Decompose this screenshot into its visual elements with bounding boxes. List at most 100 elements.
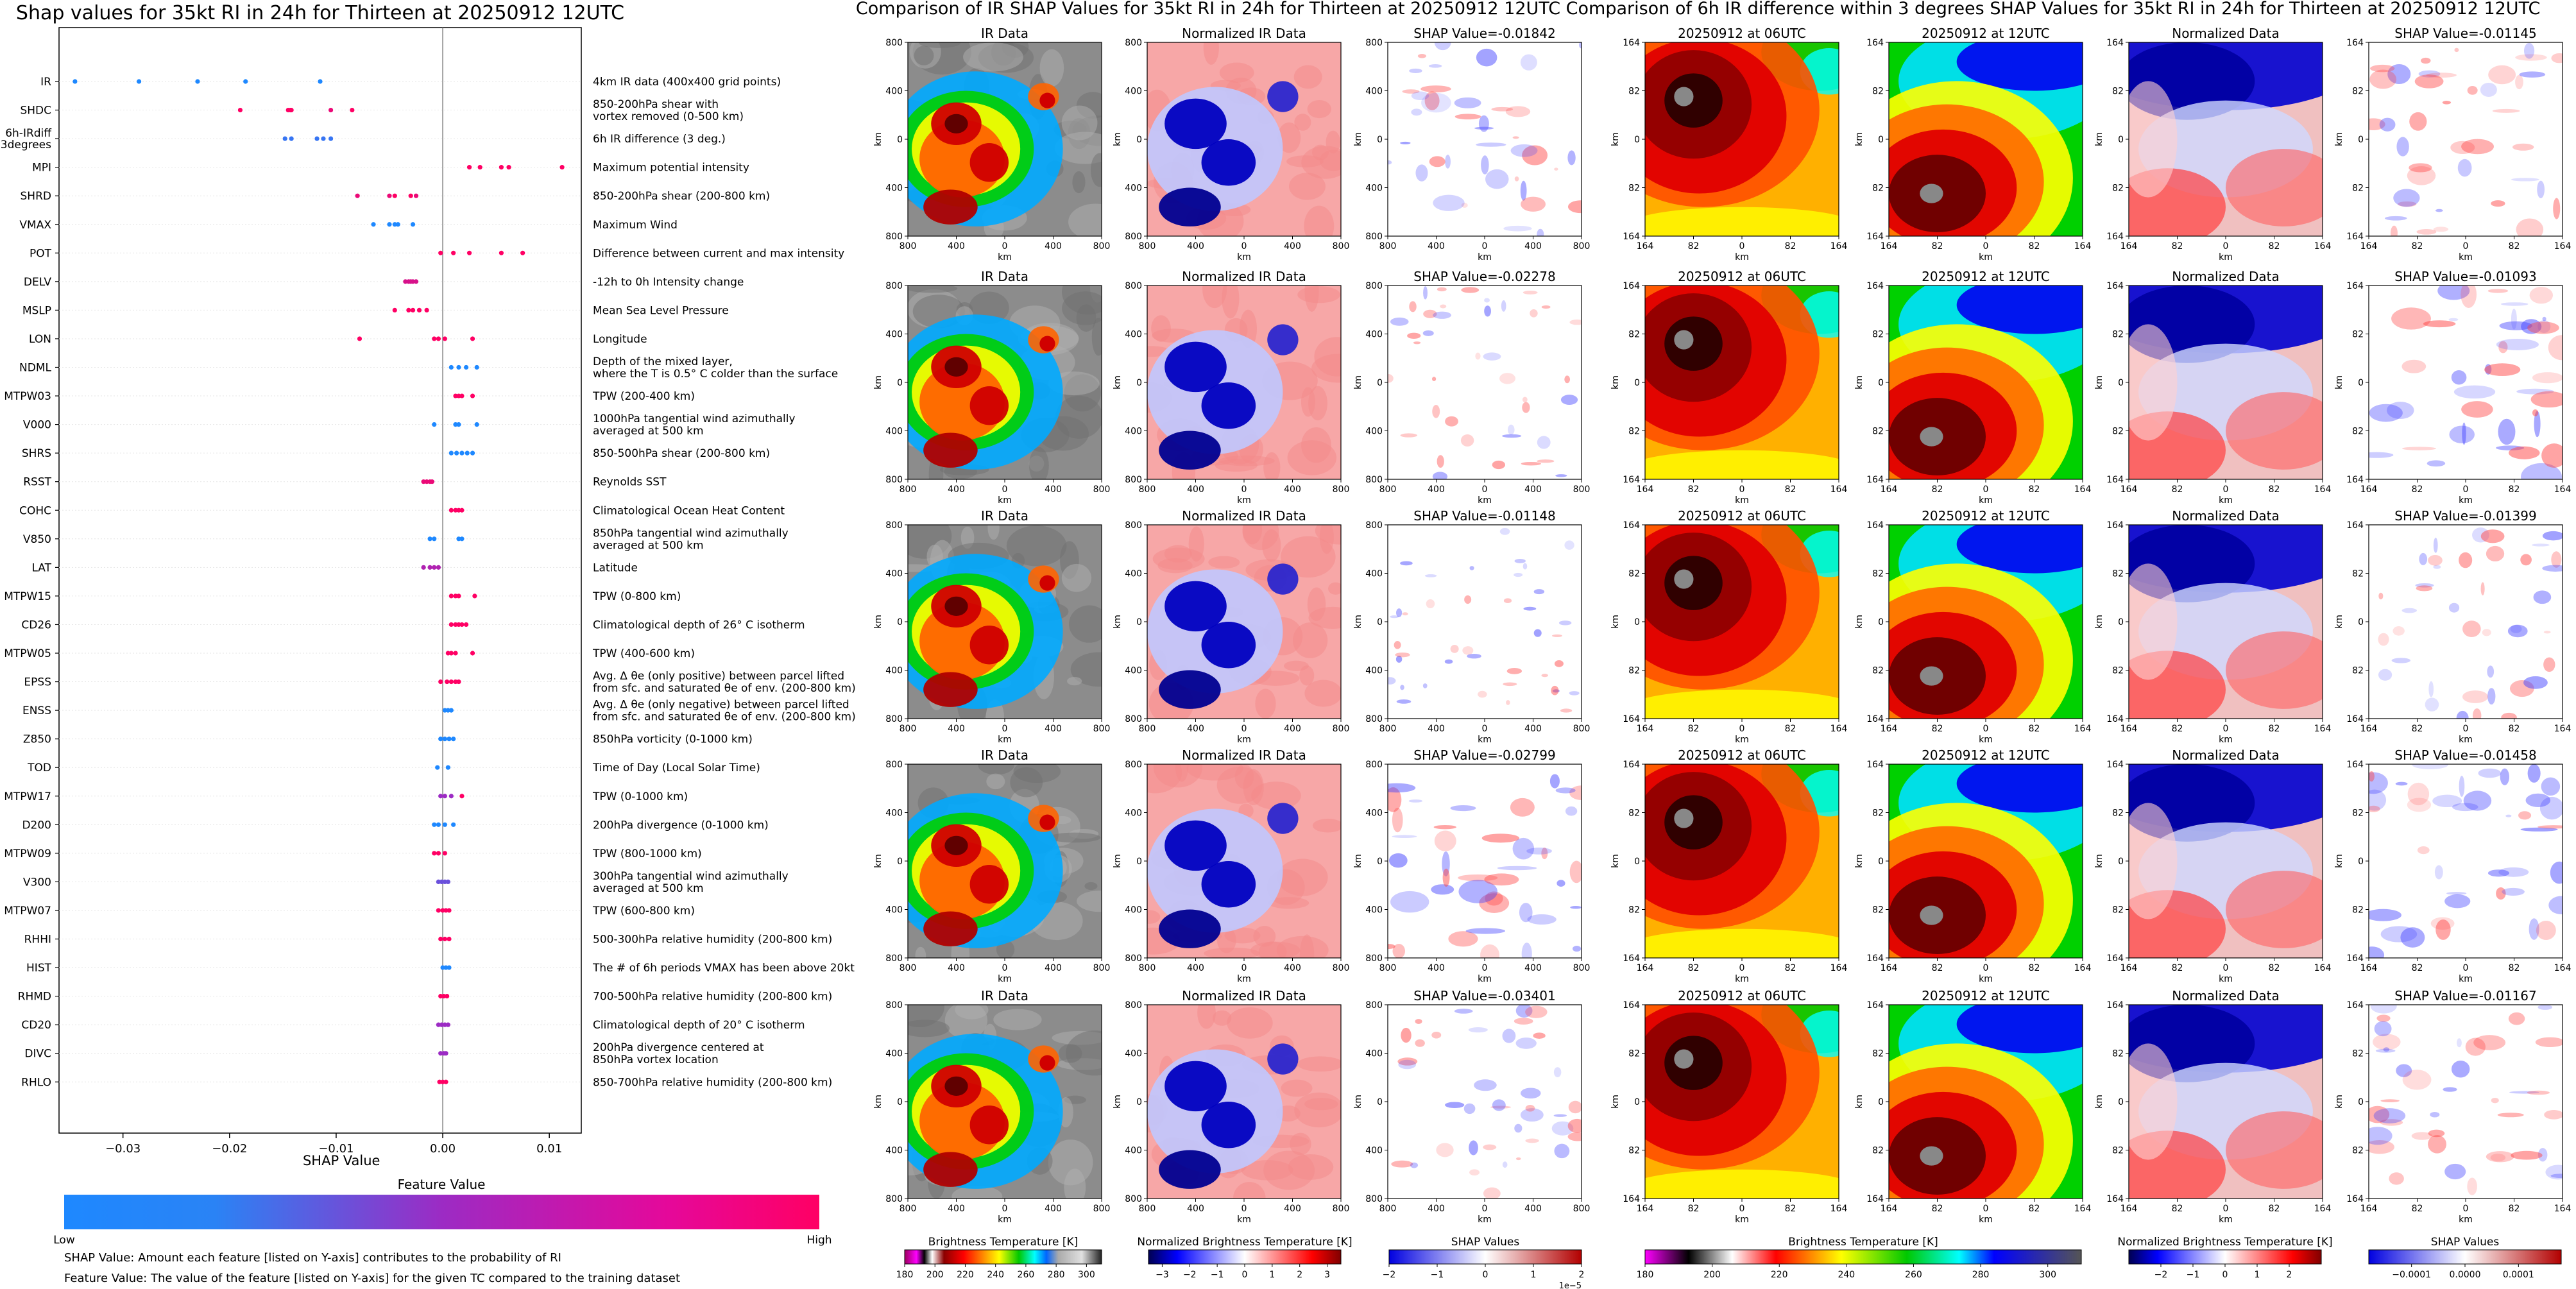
panel-ytick-label: 164 [1866,760,1884,770]
shap-point [438,679,443,685]
shap-negative-patch [2502,887,2525,896]
shap-positive-patch [2407,782,2430,806]
shap-point [466,165,472,170]
shap-negative-patch [1411,91,1429,100]
colorbar-tick-label: −1 [2187,1270,2200,1280]
shap-negative-patch [2380,926,2418,943]
panel-ytick-label: 0 [2358,378,2364,388]
panel-xtick-label: 82 [2029,241,2040,252]
shap-positive-patch [2530,391,2563,408]
shap-point [371,222,376,227]
shap-feature-code-line: MTPW17 [4,790,51,803]
shap-point [470,450,475,456]
shap-point [440,908,445,913]
normalized-texture [1293,65,1322,89]
shap-point [436,879,441,884]
panel-xlabel: km [1478,735,1492,745]
panel-xtick-label: 82 [2269,724,2280,734]
normalized-ir-image [1147,525,1341,719]
shap-feature-code-line: TOD [27,762,51,774]
panel-xtick-label: 0 [2463,1204,2469,1214]
panel-ylabel: km [2334,1095,2344,1109]
shap-negative-patch [2443,1087,2457,1092]
colorbar-tick-label: 260 [1905,1270,1922,1280]
shap-feature-code: MSLP [22,304,51,317]
shap-negative-patch [2430,1111,2440,1118]
panel-xtick-label: 82 [2269,1204,2280,1214]
colorbar-tick-label: 220 [957,1270,974,1280]
panel-ytick-label: 400 [1125,184,1142,194]
panel-ylabel: km [1113,854,1123,868]
normalized-warm-region [2226,871,2323,948]
colorbar [904,1249,1102,1265]
shap-negative-patch [2542,531,2563,541]
shap-feature-description: 4km IR data (400x400 grid points) [593,76,781,89]
shap-negative-patch [2419,552,2428,565]
ir-convective-core [1039,814,1055,830]
normalized-texture [1287,440,1337,475]
shap-point [447,908,452,913]
panel-ytick-label: 400 [1125,427,1142,437]
shap-feature-code-line: SHDC [20,105,51,117]
shap-positive-patch [2543,630,2551,634]
panel-ytick-label: 0 [1878,857,1884,867]
shap-feature-code: V300 [23,876,51,889]
panel-title: SHAP Value=-0.01399 [2394,508,2536,524]
shap-negative-patch [2496,445,2525,450]
panel-ytick-label: 82 [1872,184,1884,194]
shap-positive-patch [2465,1037,2486,1056]
normalized-texture [1208,556,1240,569]
panel-ylabel: km [2094,1095,2104,1109]
shap-feature-description-line: Mean Sea Level Pressure [593,304,729,317]
shap-negative-patch [2523,676,2548,689]
shap-feature-description: 200hPa divergence (0-1000 km) [593,819,769,832]
panel-xtick-label: 82 [2172,484,2183,495]
shap-positive-patch [1434,830,1456,851]
normalized-warm-region [2129,563,2178,680]
panel-xtick-label: 400 [1428,724,1445,734]
shap-negative-patch [1485,169,1509,189]
panel-xtick-label: 82 [2509,963,2520,973]
shap-negative-patch [2451,370,2467,385]
panel-ytick-label: 800 [885,714,903,724]
shap-feature-code-line: 6h-IRdiff [5,127,52,140]
shap-negative-patch [2401,608,2418,613]
panel-xtick-label: 0 [1002,724,1008,734]
shap-point [453,651,458,656]
panel-xtick-label: 0 [2223,724,2229,734]
shap-point [506,165,511,170]
panel-ylabel: km [1854,854,1864,868]
shap-feature-description-line: TPW (600-800 km) [592,905,695,918]
shap-positive-patch [1490,1105,1512,1109]
panel-ytick-label: 82 [1628,1146,1640,1156]
colorbar-tick-label: 1 [1531,1270,1537,1280]
panel-xtick-label: 164 [2074,963,2092,973]
panel-ytick-label: 82 [1872,666,1884,676]
panel-ytick-label: 0 [1878,378,1884,388]
shap-positive-patch [2536,920,2556,941]
shap-negative-patch [2396,137,2409,157]
shap-feature-description: Avg. Δ θe (only negative) between parcel… [593,699,856,724]
shap-negative-patch [1551,1121,1574,1136]
panel-ytick-label: 800 [1365,281,1383,291]
shap-negative-patch [1502,434,1522,438]
shap-negative-patch [1388,160,1392,165]
colorbar-tick-label: 280 [1972,1270,1990,1280]
shap-negative-patch [2395,781,2408,786]
colorbar-tick-label: 200 [1703,1270,1721,1280]
shap-negative-patch [2453,385,2496,399]
panel-xtick-label: 400 [948,963,965,973]
shap-positive-patch [1568,1100,1582,1114]
shap-positive-patch [2369,69,2397,89]
normalized-texture [1297,286,1341,303]
panel-title: 20250912 at 12UTC [1922,26,2050,41]
shap-positive-patch [2535,1037,2563,1048]
shap-negative-patch [1555,787,1576,794]
shap-positive-patch [1569,785,1582,800]
panel-xlabel: km [1237,252,1251,262]
shap-positive-patch [2461,139,2494,155]
shap-positive-patch [2369,805,2380,812]
ir-image [908,1005,1102,1199]
shap-point [448,622,454,627]
shap-negative-patch [2545,1165,2563,1180]
